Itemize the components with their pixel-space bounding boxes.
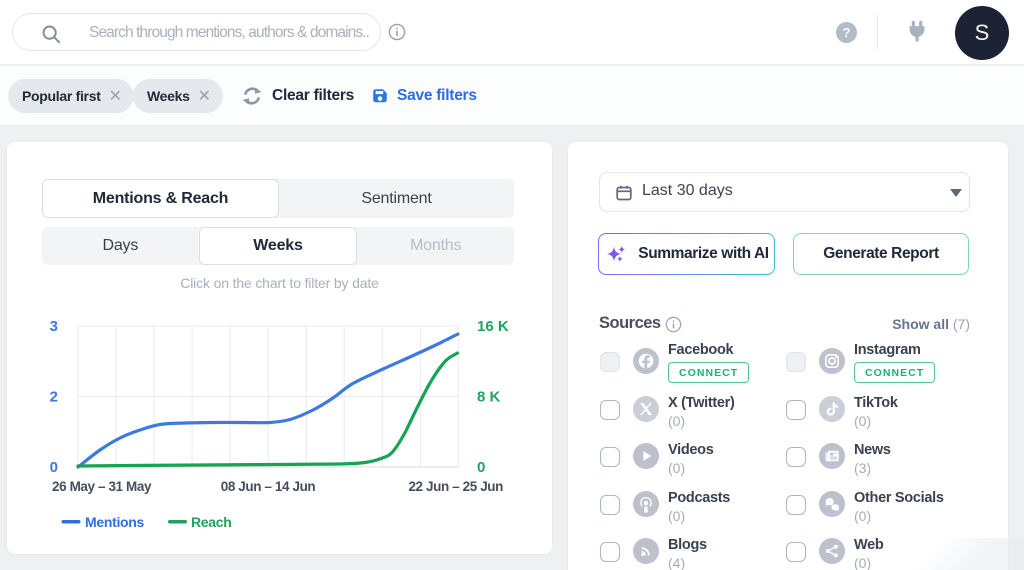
svg-text:16 K: 16 K bbox=[477, 318, 509, 335]
svg-text:2: 2 bbox=[50, 389, 58, 406]
svg-text:8 K: 8 K bbox=[477, 389, 501, 406]
svg-text:08 Jun – 14 Jun: 08 Jun – 14 Jun bbox=[221, 479, 316, 494]
svg-text:3: 3 bbox=[50, 318, 58, 335]
svg-text:26 May – 31 May: 26 May – 31 May bbox=[52, 479, 152, 494]
svg-text:22 Jun – 25 Jun: 22 Jun – 25 Jun bbox=[408, 479, 503, 494]
svg-text:Reach: Reach bbox=[191, 514, 232, 530]
svg-text:0: 0 bbox=[477, 459, 485, 476]
svg-text:0: 0 bbox=[50, 459, 58, 476]
svg-text:Mentions: Mentions bbox=[85, 514, 145, 530]
